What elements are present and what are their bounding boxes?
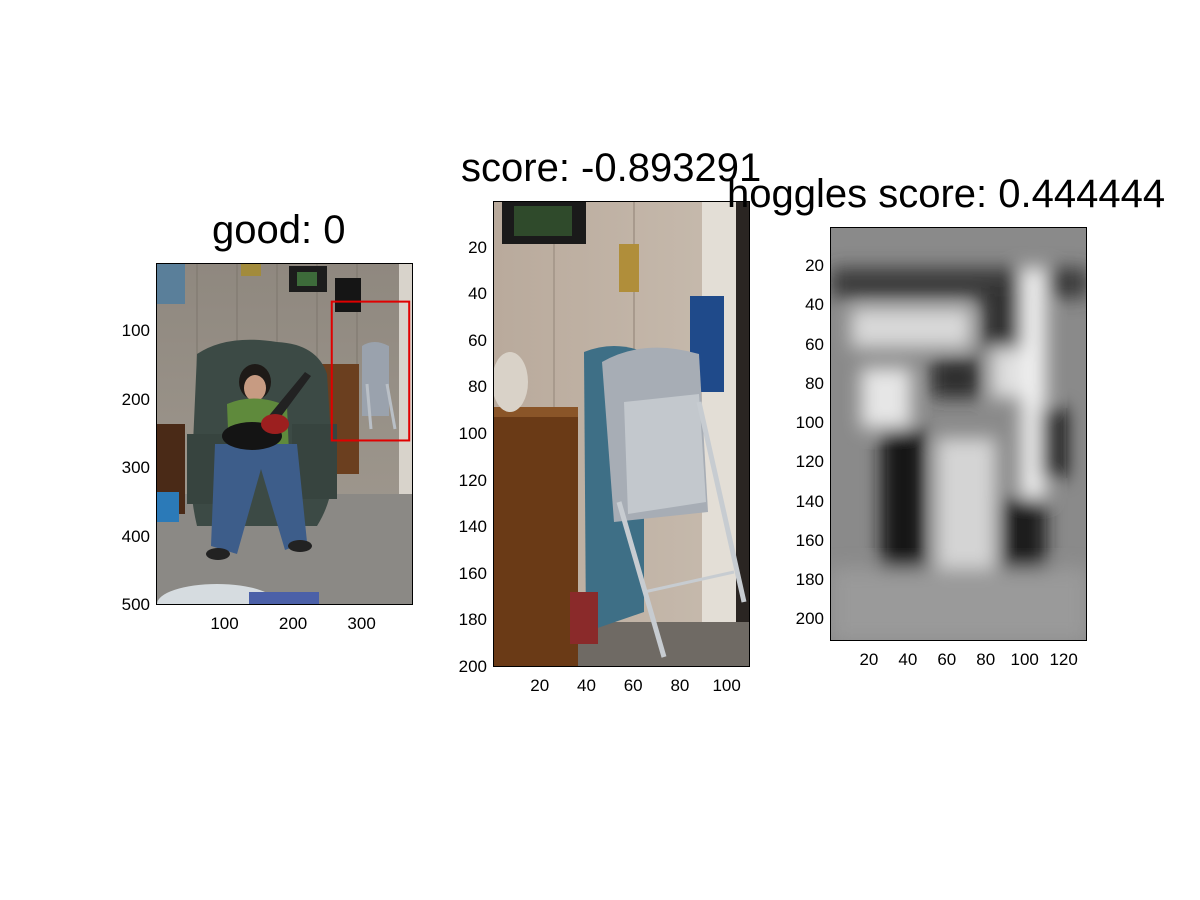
panel3-y-tick: 160 [764, 532, 824, 549]
panel1-x-tick: 100 [195, 615, 255, 632]
panel2-y-tick: 60 [427, 332, 487, 349]
panel1-x-tick: 300 [332, 615, 392, 632]
panel1-y-tick: 400 [90, 528, 150, 545]
panel2-y-tick: 40 [427, 285, 487, 302]
panel3-y-tick: 140 [764, 493, 824, 510]
panel2-x-tick: 100 [697, 677, 757, 694]
panel3-heatmap [830, 227, 1087, 641]
panel1-y-tick: 100 [90, 322, 150, 339]
panel1-y-tick: 500 [90, 596, 150, 613]
panel1-x-tick: 200 [263, 615, 323, 632]
panel3-y-tick: 200 [764, 610, 824, 627]
panel1-y-tick: 200 [90, 391, 150, 408]
panel3-y-tick: 20 [764, 257, 824, 274]
panel1-y-tick: 300 [90, 459, 150, 476]
panel2-y-tick: 120 [427, 472, 487, 489]
panel2-image [493, 201, 750, 667]
panel2-y-tick: 100 [427, 425, 487, 442]
panel2-y-tick: 140 [427, 518, 487, 535]
panel2-y-tick: 160 [427, 565, 487, 582]
panel2-y-tick: 20 [427, 239, 487, 256]
panel1-title: good: 0 [212, 210, 345, 250]
panel1-image [156, 263, 413, 605]
panel3-x-tick: 120 [1034, 651, 1094, 668]
panel3-title: hoggles score: 0.444444 [727, 174, 1165, 214]
panel3-y-tick: 40 [764, 296, 824, 313]
panel3-y-tick: 60 [764, 336, 824, 353]
panel3-y-tick: 100 [764, 414, 824, 431]
panel3-y-tick: 180 [764, 571, 824, 588]
panel3-y-tick: 120 [764, 453, 824, 470]
panel2-y-tick: 180 [427, 611, 487, 628]
panel3-y-tick: 80 [764, 375, 824, 392]
panel2-title: score: -0.893291 [461, 148, 761, 188]
panel2-y-tick: 80 [427, 378, 487, 395]
panel2-y-tick: 200 [427, 658, 487, 675]
